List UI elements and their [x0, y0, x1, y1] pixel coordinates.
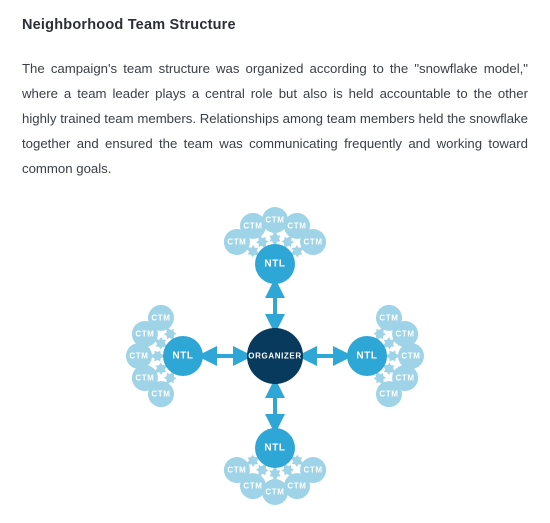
ctm-label: CTM [304, 238, 323, 247]
section-title: Neighborhood Team Structure [22, 14, 528, 38]
ctm-label: CTM [287, 222, 306, 231]
link-ntl-ctm [169, 376, 172, 380]
ctm-label: CTM [243, 222, 262, 231]
intro-paragraph: The campaign's team structure was organi… [22, 56, 528, 181]
link-ntl-ctm [387, 342, 391, 345]
ctm-label: CTM [265, 488, 284, 497]
ctm-label: CTM [135, 374, 154, 383]
ctm-label: CTM [379, 314, 398, 323]
ctm-label: CTM [265, 216, 284, 225]
ctm-label: CTM [129, 352, 148, 361]
ctm-label: CTM [227, 466, 246, 475]
link-ntl-ctm [379, 376, 382, 380]
snowflake-diagram: CTMCTMCTMCTMCTMCTMCTMCTMCTMCTMCTMCTMCTMC… [22, 191, 528, 521]
link-ntl-ctm [295, 250, 299, 253]
ctm-label: CTM [396, 374, 415, 383]
ctm-label: CTM [401, 352, 420, 361]
ctm-label: CTM [151, 314, 170, 323]
ctm-label: CTM [287, 482, 306, 491]
ctm-label: CTM [379, 390, 398, 399]
link-ntl-ctm [295, 460, 299, 463]
link-ntl-ctm [169, 332, 172, 336]
link-ntl-ctm [159, 342, 163, 345]
link-ntl-ctm [287, 240, 290, 244]
organizer-label: ORGANIZER [248, 352, 301, 361]
ctm-label: CTM [151, 390, 170, 399]
ctm-label: CTM [304, 466, 323, 475]
link-ntl-ctm [251, 460, 255, 463]
link-ntl-ctm [251, 250, 255, 253]
link-ntl-ctm [261, 240, 264, 244]
link-ntl-ctm [159, 368, 163, 371]
ntl-label: NTL [172, 351, 193, 362]
link-ntl-ctm [387, 368, 391, 371]
link-ntl-ctm [287, 468, 290, 472]
ctm-label: CTM [227, 238, 246, 247]
ctm-label: CTM [135, 330, 154, 339]
ntl-label: NTL [356, 351, 377, 362]
ctm-label: CTM [396, 330, 415, 339]
link-ntl-ctm [261, 468, 264, 472]
ntl-label: NTL [264, 259, 285, 270]
ntl-label: NTL [264, 443, 285, 454]
link-ntl-ctm [379, 332, 382, 336]
ctm-label: CTM [243, 482, 262, 491]
document-page: Neighborhood Team Structure The campaign… [0, 0, 550, 523]
